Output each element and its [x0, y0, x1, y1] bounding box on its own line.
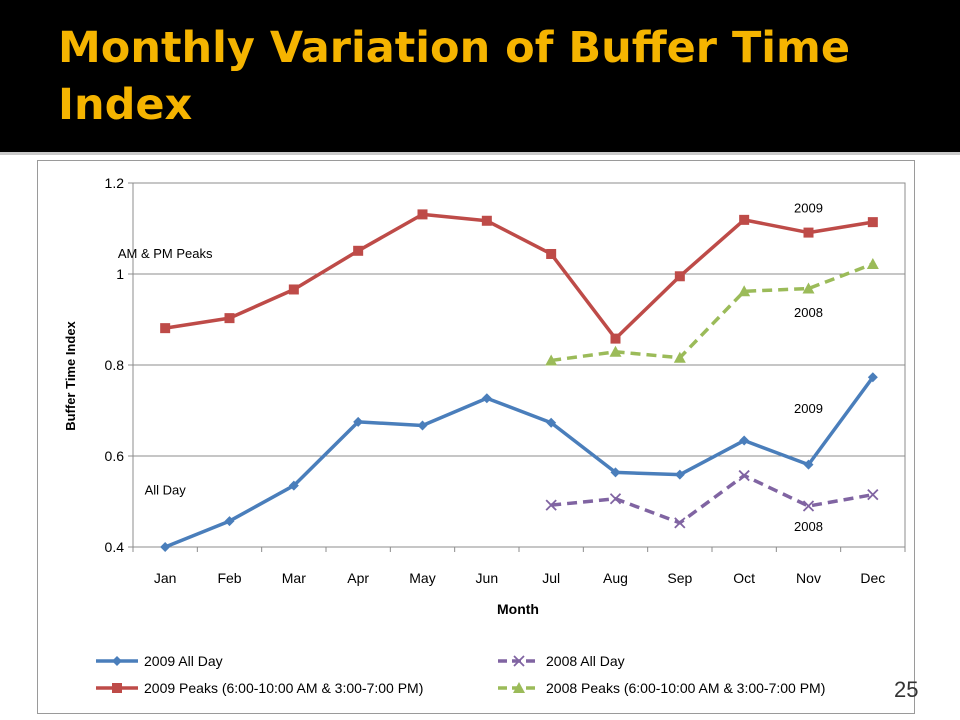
data-point [160, 323, 171, 334]
data-point [160, 542, 171, 552]
legend-item: 2008 All Day [498, 653, 625, 669]
x-tick-label: Apr [347, 570, 369, 586]
data-point [224, 516, 235, 527]
page-number: 25 [894, 677, 919, 702]
data-point [738, 469, 750, 482]
x-tick-label: Sep [667, 570, 692, 586]
slide-title: Monthly Variation of Buffer Time Index [58, 23, 850, 130]
data-point [481, 215, 492, 226]
annotation-layer: AM & PM Peaks 2009 2008 2009 All Day 2008 [118, 201, 823, 535]
data-point [417, 209, 428, 220]
data-point [867, 489, 879, 501]
data-point [546, 417, 557, 428]
x-tick-label: Oct [733, 570, 755, 586]
y-axis-label: Buffer Time Index [63, 320, 78, 430]
data-point [609, 345, 622, 357]
buffer-time-index-chart: 0.4 0.6 0.8 1 1.2 Jan Feb Mar Apr May Jun Jul Aug Sep… [63, 175, 906, 696]
legend-label: 2008 Peaks (6:00-10:00 AM & 3:00-7:00 PM… [546, 680, 825, 696]
data-point [803, 227, 814, 238]
data-point [866, 257, 879, 269]
data-point [609, 493, 622, 505]
y-tick-label: 1.2 [105, 175, 125, 191]
x-tick-label: Jun [476, 570, 499, 586]
y-tick-label: 0.4 [105, 539, 125, 555]
chart-annotation: 2008 [794, 305, 823, 320]
data-point [867, 372, 878, 383]
x-tick-label: May [409, 570, 435, 586]
data-point [545, 354, 558, 366]
y-tick-label: 1 [116, 266, 124, 282]
series-layer [160, 209, 879, 552]
x-tick-label: Jan [154, 570, 177, 586]
x-tick-label: Jul [542, 570, 560, 586]
data-point [802, 282, 815, 294]
chart-frame: 0.4 0.6 0.8 1 1.2 Jan Feb Mar Apr May Jun Jul Aug Sep… [37, 160, 915, 714]
axis-layer: 0.4 0.6 0.8 1 1.2 Jan Feb Mar Apr May Jun Jul Aug Sep… [105, 175, 906, 586]
data-point [417, 420, 428, 431]
legend-marker [513, 682, 525, 693]
chart-annotation: All Day [145, 483, 187, 498]
y-tick-label: 0.8 [105, 357, 125, 373]
data-point [545, 499, 557, 511]
legend-marker [513, 655, 525, 667]
data-point [546, 248, 557, 259]
chart-annotation: 2009 [794, 201, 823, 216]
legend-label: 2008 All Day [546, 653, 625, 669]
series-2009-all-day [160, 372, 878, 552]
data-point [288, 480, 299, 491]
series-line [164, 212, 874, 341]
data-point [674, 469, 685, 480]
series-2008-all-day [545, 469, 879, 529]
data-point [867, 217, 878, 228]
data-point [674, 517, 686, 529]
data-point [224, 313, 235, 324]
data-point [674, 271, 685, 282]
legend-marker [112, 656, 122, 666]
series-line [550, 473, 874, 525]
x-axis-label: Month [497, 601, 539, 617]
data-point [481, 393, 492, 404]
legend: 2009 All Day 2008 All Day 2009 Peaks (6:00… [96, 653, 825, 696]
data-point [803, 459, 814, 470]
chart-annotation: 2009 [794, 401, 823, 416]
chart-annotation: AM & PM Peaks [118, 246, 213, 261]
x-tick-label: Nov [796, 570, 821, 586]
chart-annotation: 2008 [794, 519, 823, 534]
x-tick-label: Mar [282, 570, 306, 586]
data-point [353, 245, 364, 256]
x-tick-label: Feb [217, 570, 241, 586]
data-point [610, 333, 621, 344]
x-tick-label: Dec [860, 570, 885, 586]
series-2008-peaks-6-00-10-00-am-3-00-7-00-pm [545, 257, 879, 366]
series-2009-peaks-6-00-10-00-am-3-00-7-00-pm [160, 209, 878, 344]
series-line [164, 376, 875, 549]
series-line [550, 262, 874, 363]
data-point [739, 435, 750, 446]
legend-item: 2008 Peaks (6:00-10:00 AM & 3:00-7:00 PM… [498, 680, 825, 696]
legend-label: 2009 Peaks (6:00-10:00 AM & 3:00-7:00 PM… [144, 680, 423, 696]
data-point [288, 284, 299, 295]
legend-label: 2009 All Day [144, 653, 223, 669]
legend-marker [112, 683, 122, 693]
legend-item: 2009 All Day [96, 653, 223, 669]
title-bar: Monthly Variation of Buffer Time Index [0, 0, 960, 155]
data-point [673, 351, 686, 363]
data-point [353, 416, 364, 427]
data-point [610, 467, 621, 478]
data-point [738, 285, 751, 297]
data-point [802, 500, 815, 512]
y-tick-label: 0.6 [105, 448, 125, 464]
legend-item: 2009 Peaks (6:00-10:00 AM & 3:00-7:00 PM… [96, 680, 423, 696]
x-tick-label: Aug [603, 570, 628, 586]
data-point [739, 214, 750, 225]
